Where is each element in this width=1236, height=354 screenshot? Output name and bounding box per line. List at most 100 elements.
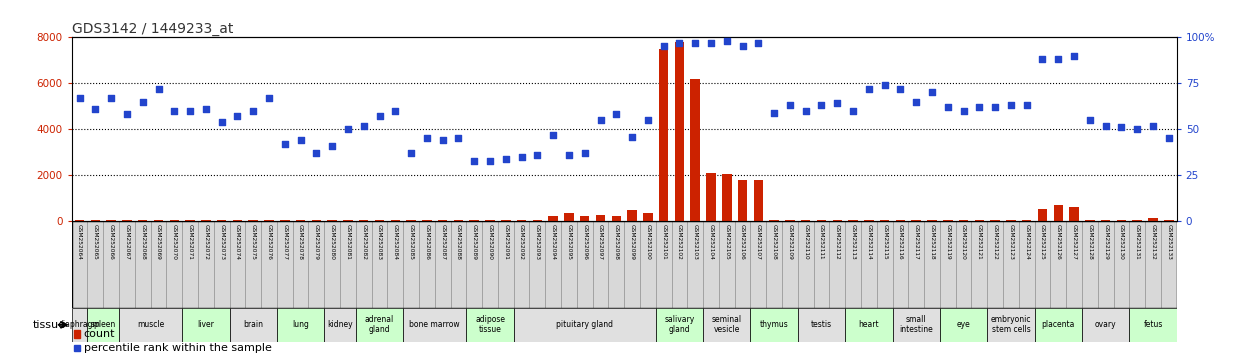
Bar bbox=[955, 221, 971, 308]
Bar bbox=[1101, 220, 1110, 221]
Bar bbox=[533, 220, 543, 221]
Bar bbox=[1069, 207, 1079, 221]
Bar bbox=[785, 220, 795, 221]
Bar bbox=[1022, 220, 1032, 221]
Text: GSM252128: GSM252128 bbox=[1088, 224, 1093, 260]
Bar bbox=[201, 220, 210, 221]
Text: GSM252082: GSM252082 bbox=[361, 224, 366, 260]
Text: testis: testis bbox=[811, 320, 832, 329]
Text: GSM252076: GSM252076 bbox=[267, 224, 272, 260]
Bar bbox=[153, 220, 163, 221]
Bar bbox=[864, 220, 874, 221]
Bar bbox=[261, 221, 277, 308]
Bar bbox=[971, 221, 988, 308]
Bar bbox=[232, 220, 242, 221]
Point bbox=[402, 150, 421, 156]
Text: GSM252105: GSM252105 bbox=[724, 224, 729, 260]
Bar bbox=[797, 308, 845, 342]
Text: GSM252069: GSM252069 bbox=[156, 224, 161, 260]
Bar bbox=[782, 221, 797, 308]
Text: GSM252114: GSM252114 bbox=[866, 224, 871, 259]
Bar bbox=[1035, 221, 1051, 308]
Point bbox=[1017, 102, 1037, 108]
Bar bbox=[375, 220, 384, 221]
Point bbox=[243, 108, 263, 114]
Bar bbox=[876, 221, 892, 308]
Point bbox=[685, 40, 705, 46]
Bar bbox=[198, 221, 214, 308]
Bar bbox=[216, 220, 226, 221]
Bar bbox=[277, 308, 324, 342]
Text: GSM252117: GSM252117 bbox=[913, 224, 918, 259]
Point bbox=[85, 106, 105, 112]
Bar bbox=[754, 180, 763, 221]
Point bbox=[290, 137, 310, 143]
Point bbox=[575, 150, 595, 156]
Bar bbox=[734, 221, 750, 308]
Bar bbox=[344, 220, 352, 221]
Text: GSM252088: GSM252088 bbox=[456, 224, 461, 260]
Text: GSM252093: GSM252093 bbox=[535, 224, 540, 260]
Text: GDS3142 / 1449233_at: GDS3142 / 1449233_at bbox=[72, 22, 234, 36]
Text: GSM252129: GSM252129 bbox=[1104, 224, 1109, 260]
Text: pituitary gland: pituitary gland bbox=[556, 320, 613, 329]
Text: GSM252087: GSM252087 bbox=[440, 224, 445, 260]
Text: GSM252111: GSM252111 bbox=[819, 224, 824, 259]
Bar bbox=[1130, 221, 1145, 308]
Bar bbox=[391, 220, 400, 221]
Bar bbox=[766, 221, 782, 308]
Bar bbox=[797, 221, 813, 308]
Bar bbox=[549, 216, 557, 221]
Text: diaphragm: diaphragm bbox=[58, 320, 100, 329]
Point bbox=[227, 114, 247, 119]
Bar bbox=[486, 220, 494, 221]
Point bbox=[164, 108, 184, 114]
Bar bbox=[833, 220, 842, 221]
Text: thymus: thymus bbox=[760, 320, 789, 329]
Bar bbox=[656, 308, 703, 342]
Bar bbox=[738, 180, 748, 221]
Point bbox=[638, 117, 658, 123]
Bar bbox=[643, 213, 653, 221]
Point bbox=[938, 104, 958, 110]
Point bbox=[670, 40, 690, 46]
Bar bbox=[358, 220, 368, 221]
Point bbox=[1032, 56, 1052, 62]
Bar bbox=[769, 220, 779, 221]
Text: GSM252121: GSM252121 bbox=[976, 224, 981, 259]
Text: GSM252122: GSM252122 bbox=[993, 224, 997, 260]
Text: GSM252106: GSM252106 bbox=[740, 224, 745, 259]
Bar bbox=[1067, 221, 1082, 308]
Bar bbox=[324, 308, 356, 342]
Bar bbox=[169, 220, 179, 221]
Bar bbox=[925, 221, 939, 308]
Point bbox=[465, 158, 485, 163]
Text: GSM252075: GSM252075 bbox=[251, 224, 256, 260]
Bar bbox=[295, 220, 305, 221]
Text: liver: liver bbox=[198, 320, 214, 329]
Text: lung: lung bbox=[292, 320, 309, 329]
Text: GSM252132: GSM252132 bbox=[1151, 224, 1156, 260]
Bar bbox=[309, 221, 324, 308]
Bar bbox=[592, 221, 608, 308]
Bar bbox=[281, 220, 289, 221]
Text: GSM252084: GSM252084 bbox=[393, 224, 398, 260]
Bar bbox=[988, 221, 1004, 308]
Text: GSM252096: GSM252096 bbox=[582, 224, 587, 260]
Bar bbox=[1116, 220, 1126, 221]
Bar bbox=[104, 221, 119, 308]
Bar bbox=[72, 308, 88, 342]
Text: GSM252118: GSM252118 bbox=[929, 224, 934, 259]
Text: GSM252073: GSM252073 bbox=[219, 224, 224, 260]
Text: GSM252133: GSM252133 bbox=[1167, 224, 1172, 260]
Bar bbox=[106, 220, 116, 221]
Text: GSM252065: GSM252065 bbox=[93, 224, 98, 260]
Bar bbox=[265, 220, 273, 221]
Point bbox=[180, 108, 200, 114]
Point bbox=[69, 95, 89, 101]
Bar bbox=[403, 308, 466, 342]
Text: small
intestine: small intestine bbox=[900, 315, 933, 335]
Point bbox=[132, 99, 152, 104]
Bar bbox=[182, 221, 198, 308]
Bar bbox=[466, 308, 514, 342]
